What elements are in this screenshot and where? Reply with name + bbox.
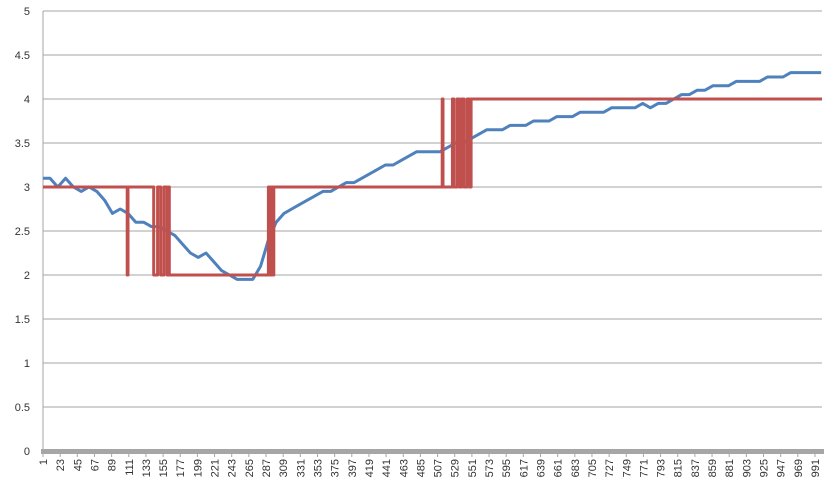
x-tick-label: 991	[810, 459, 822, 477]
y-tick-label: 1.5	[15, 314, 30, 326]
y-tick-label: 4	[24, 94, 30, 106]
x-tick-label: 419	[364, 459, 376, 477]
x-tick-label: 485	[415, 459, 427, 477]
x-tick-label: 463	[398, 459, 410, 477]
x-tick-label: 837	[690, 459, 702, 477]
x-tick-label: 683	[570, 459, 582, 477]
x-tick-label: 23	[55, 459, 67, 471]
x-tick-label: 881	[724, 459, 736, 477]
x-tick-label: 331	[295, 459, 307, 477]
x-tick-label: 111	[124, 459, 136, 476]
x-tick-label: 639	[535, 459, 547, 477]
x-tick-label: 617	[518, 459, 530, 477]
x-tick-label: 529	[450, 459, 462, 477]
x-tick-label: 925	[759, 459, 771, 477]
x-tick-label: 969	[793, 459, 805, 477]
x-tick-label: 199	[192, 459, 204, 477]
x-tick-label: 749	[621, 459, 633, 477]
x-tick-label: 353	[312, 459, 324, 477]
x-tick-label: 287	[261, 459, 273, 477]
x-tick-label: 859	[707, 459, 719, 477]
x-tick-label: 507	[433, 459, 445, 477]
x-tick-label: 155	[158, 459, 170, 477]
x-tick-label: 441	[381, 459, 393, 477]
y-tick-label: 0.5	[15, 402, 30, 414]
y-tick-label: 0	[24, 446, 30, 458]
x-tick-label: 815	[673, 459, 685, 477]
y-tick-label: 4.5	[15, 50, 30, 62]
y-tick-label: 2.5	[15, 226, 30, 238]
x-tick-label: 595	[501, 459, 513, 477]
x-tick-label: 903	[741, 459, 753, 477]
y-tick-label: 1	[24, 358, 30, 370]
y-tick-label: 3	[24, 182, 30, 194]
x-tick-label: 793	[656, 459, 668, 477]
x-tick-label: 243	[227, 459, 239, 477]
x-tick-label: 727	[604, 459, 616, 477]
x-tick-label: 265	[244, 459, 256, 477]
y-tick-label: 3.5	[15, 138, 30, 150]
x-tick-label: 309	[278, 459, 290, 477]
x-tick-label: 89	[107, 459, 119, 471]
x-tick-label: 771	[638, 459, 650, 477]
x-tick-label: 177	[175, 459, 187, 477]
x-tick-label: 375	[330, 459, 342, 477]
x-tick-label: 133	[141, 459, 153, 477]
x-tick-label: 397	[347, 459, 359, 477]
x-axis	[41, 449, 824, 454]
x-tick-label: 705	[587, 459, 599, 477]
series-line	[43, 97, 822, 277]
series-line	[43, 71, 822, 281]
y-tick-label: 5	[24, 6, 30, 18]
x-tick-label: 573	[484, 459, 496, 477]
x-tick-label: 551	[467, 459, 479, 477]
x-tick-label: 1	[38, 459, 50, 465]
x-tick-label: 67	[89, 459, 101, 471]
x-tick-label: 221	[210, 459, 222, 477]
x-tick-label: 947	[776, 459, 788, 477]
x-tick-label: 45	[72, 459, 84, 471]
x-tick-label: 661	[553, 459, 565, 477]
y-tick-label: 2	[24, 270, 30, 282]
